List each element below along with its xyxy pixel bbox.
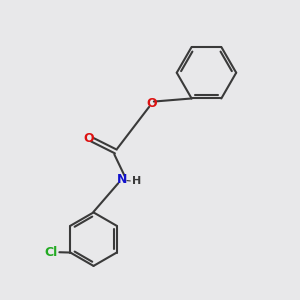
- Text: O: O: [83, 132, 94, 145]
- Text: O: O: [146, 98, 157, 110]
- Text: N: N: [117, 173, 127, 186]
- Text: H: H: [132, 176, 141, 186]
- Text: Cl: Cl: [44, 246, 58, 259]
